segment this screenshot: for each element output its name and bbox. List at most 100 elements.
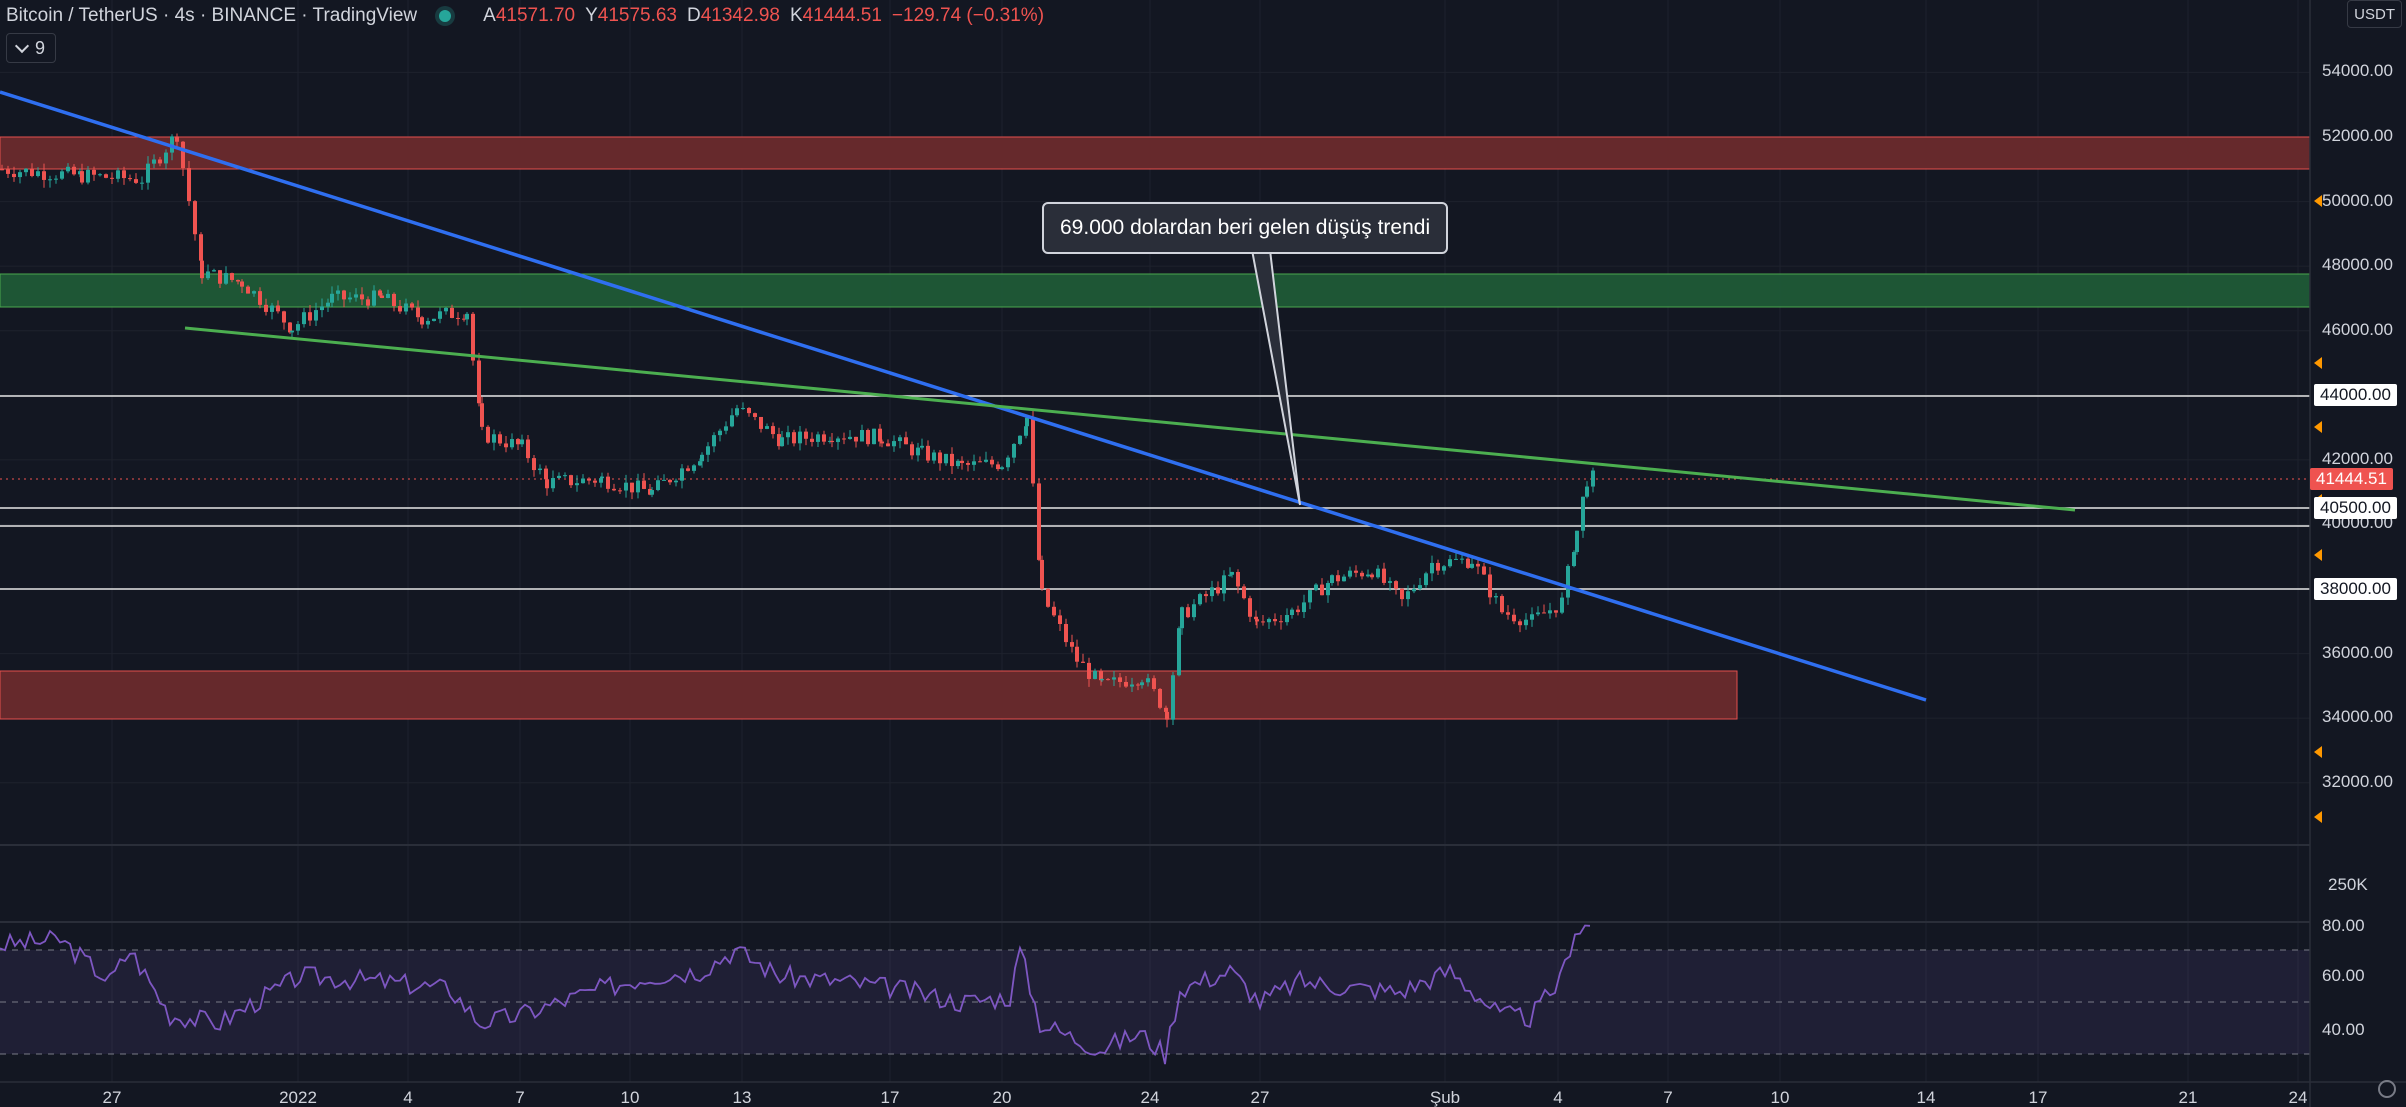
candle-body [642, 480, 646, 489]
candle-body [1248, 598, 1252, 617]
trend-annotation[interactable]: 69.000 dolardan beri gelen düşüş trendi [1042, 202, 1449, 254]
candle-body [1124, 681, 1128, 687]
volume-axis-label: 250K [2328, 875, 2368, 894]
candle-body [1548, 610, 1552, 614]
candle-body [128, 178, 132, 180]
candle-body [587, 478, 591, 481]
candle-body [747, 407, 751, 414]
candle-body [1581, 496, 1585, 531]
candle-body [1518, 621, 1522, 626]
candle-body [878, 428, 882, 442]
candle-body [252, 291, 256, 294]
candle-body [854, 436, 858, 442]
candle-body [1006, 457, 1010, 468]
candle-body [80, 171, 84, 183]
candle-body [264, 304, 268, 312]
rsi-label-80: 80.00 [2322, 916, 2365, 935]
candle-body [1186, 607, 1190, 618]
candle-body [1192, 604, 1196, 618]
candle-body [326, 302, 330, 307]
candle-body [276, 305, 280, 312]
settings-gear-icon[interactable] [2378, 1080, 2396, 1098]
resistance-zone-52000[interactable] [0, 136, 2311, 170]
candle-body [1585, 486, 1589, 497]
candle-body [72, 166, 76, 175]
candle-body [822, 434, 826, 442]
price-tick-label: 46000.00 [2322, 319, 2393, 339]
indicators-toggle[interactable]: 9 [6, 33, 57, 63]
candle-body [1314, 584, 1318, 591]
demand-zone-35000[interactable] [0, 670, 1738, 720]
candle-body [950, 453, 954, 467]
current-price-label: 41444.51 [2310, 468, 2393, 490]
candle-body [1290, 609, 1294, 616]
alert-marker-icon [2314, 421, 2322, 433]
candle-body [320, 306, 324, 311]
time-tick-label: 7 [515, 1088, 525, 1107]
candle-body [1165, 711, 1169, 720]
rsi-label-40: 40.00 [2322, 1020, 2365, 1039]
candle-body [956, 460, 960, 467]
time-tick-label: 13 [732, 1088, 752, 1107]
open-label: A [483, 5, 496, 26]
candle-body [1336, 575, 1340, 582]
time-tick-label: 2022 [279, 1088, 317, 1107]
candle-body [1560, 597, 1564, 613]
candle-body [1430, 562, 1434, 574]
time-tick-label: 10 [620, 1088, 640, 1107]
candle-body [92, 169, 96, 175]
candle-body [1466, 558, 1470, 568]
support-zone-47000[interactable] [0, 273, 2311, 308]
currency-button[interactable]: USDT [2347, 0, 2402, 28]
candle-body [516, 439, 520, 445]
candle-body [771, 426, 775, 435]
candle-body [1100, 679, 1104, 681]
symbol-title[interactable]: Bitcoin / TetherUS · 4s · BINANCE · Trad… [6, 5, 418, 26]
candle-body [1476, 563, 1480, 567]
alert-marker-icon [2314, 195, 2322, 207]
candle-body [606, 476, 610, 489]
candle-body [404, 303, 408, 312]
candle-body [288, 322, 292, 333]
candle-body [741, 407, 745, 409]
price-tick-label: 32000.00 [2322, 771, 2393, 791]
trendline-downtrend-blue[interactable] [0, 90, 1927, 702]
candle-body [158, 159, 162, 164]
candle-body [712, 435, 716, 447]
candle-body [1031, 417, 1035, 484]
candle-body [146, 163, 150, 183]
close-label: K [789, 5, 803, 26]
candle-body [354, 294, 358, 298]
candle-body [199, 234, 203, 261]
candle-body [910, 444, 914, 456]
alert-marker-icon [2314, 357, 2322, 369]
high-value: 41575.63 [597, 5, 677, 26]
candle-body [569, 475, 573, 486]
candle-body [753, 413, 757, 417]
candle-body [187, 168, 191, 202]
candle-body [1216, 587, 1220, 594]
candle-body [230, 273, 234, 280]
candle-body [575, 483, 579, 486]
candle-body [498, 434, 502, 444]
candle-body [1285, 615, 1289, 623]
candle-body [398, 306, 402, 312]
level-label-40500: 40500.00 [2314, 497, 2397, 519]
currency-label: USDT [2354, 5, 2395, 23]
candle-body [1302, 602, 1306, 613]
rsi-line[interactable] [0, 924, 1591, 1065]
candle-body [1261, 621, 1265, 623]
candle-body [618, 490, 622, 492]
candle-body [1171, 675, 1175, 720]
candle-body [54, 178, 58, 180]
candle-body [193, 201, 197, 235]
candle-body [938, 452, 942, 464]
trendline-green[interactable] [184, 326, 2076, 512]
candle-body [236, 279, 240, 282]
candle-body [777, 434, 781, 447]
candle-body [538, 468, 542, 471]
candle-body [920, 445, 924, 448]
symbol-legend[interactable]: Bitcoin / TetherUS · 4s · BINANCE · Trad… [6, 4, 1044, 28]
candle-body [296, 324, 300, 331]
